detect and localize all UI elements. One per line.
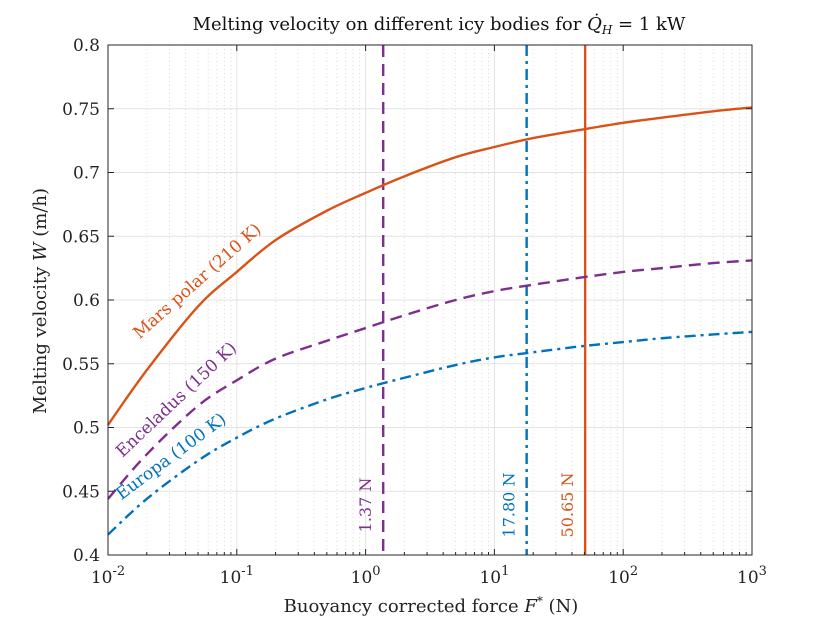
x-tick-label: 10-1	[220, 564, 254, 588]
x-tick-label: 10-2	[91, 564, 125, 588]
grid	[107, 44, 753, 556]
series-lines	[107, 106, 753, 536]
y-tick-label: 0.65	[62, 227, 100, 247]
series-line-0	[107, 106, 753, 426]
reference-line-label: 50.65 N	[558, 473, 577, 538]
x-tick-label: 101	[479, 564, 509, 588]
y-tick-label: 0.75	[62, 100, 100, 120]
ticks	[107, 44, 753, 556]
chart-title: Melting velocity on different icy bodies…	[193, 13, 686, 37]
x-tick-label: 100	[351, 564, 381, 588]
series-labels: Mars polar (210 K)Enceladus (150 K)Europ…	[112, 220, 265, 505]
x-tick-label: 103	[737, 564, 767, 588]
series-label-0: Mars polar (210 K)	[130, 220, 266, 344]
reference-line-labels: 1.37 N 17.80 N 50.65 N	[356, 473, 577, 538]
y-tick-label: 0.4	[73, 546, 100, 566]
reference-line-label: 17.80 N	[500, 473, 519, 538]
y-tick-label: 0.5	[73, 419, 100, 439]
tick-labels: 10-2 10-1 100 101 102 103 0.4 0.45 0.5 0.55 0.6 0.6…	[62, 36, 767, 588]
y-tick-label: 0.8	[73, 36, 100, 56]
series-line-1	[107, 259, 753, 500]
series-line-2	[107, 330, 753, 536]
y-tick-label: 0.55	[62, 355, 100, 375]
y-tick-label: 0.7	[73, 164, 100, 184]
x-tick-label: 102	[608, 564, 638, 588]
y-tick-label: 0.45	[62, 482, 100, 502]
x-axis-label: Buoyancy corrected force F* (N)	[284, 594, 579, 617]
y-axis-label: Melting velocity W (m/h)	[30, 188, 51, 414]
y-tick-label: 0.6	[73, 291, 100, 311]
reference-line-label: 1.37 N	[356, 478, 375, 533]
